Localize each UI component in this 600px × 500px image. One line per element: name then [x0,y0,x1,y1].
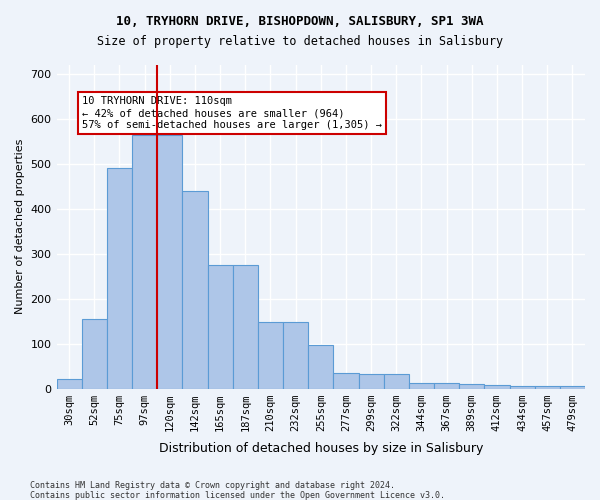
Bar [82,319,107,388]
Bar [233,265,258,388]
Bar [334,373,359,388]
Bar [409,382,434,388]
Bar [258,322,283,388]
Bar [182,191,208,388]
Bar [208,265,233,388]
Text: 10 TRYHORN DRIVE: 110sqm
← 42% of detached houses are smaller (964)
57% of semi-: 10 TRYHORN DRIVE: 110sqm ← 42% of detach… [82,96,382,130]
Bar [383,374,409,388]
Bar [107,168,132,388]
Y-axis label: Number of detached properties: Number of detached properties [15,139,25,314]
Bar [157,134,182,388]
Bar [434,382,459,388]
Bar [56,378,82,388]
Text: Size of property relative to detached houses in Salisbury: Size of property relative to detached ho… [97,35,503,48]
Bar [283,322,308,388]
Bar [535,386,560,388]
Bar [484,386,509,388]
Bar [509,386,535,388]
Bar [560,386,585,388]
Bar [459,384,484,388]
Text: 10, TRYHORN DRIVE, BISHOPDOWN, SALISBURY, SP1 3WA: 10, TRYHORN DRIVE, BISHOPDOWN, SALISBURY… [116,15,484,28]
Bar [132,134,157,388]
Bar [359,374,383,388]
Text: Contains public sector information licensed under the Open Government Licence v3: Contains public sector information licen… [30,491,445,500]
X-axis label: Distribution of detached houses by size in Salisbury: Distribution of detached houses by size … [158,442,483,455]
Text: Contains HM Land Registry data © Crown copyright and database right 2024.: Contains HM Land Registry data © Crown c… [30,481,395,490]
Bar [308,345,334,389]
